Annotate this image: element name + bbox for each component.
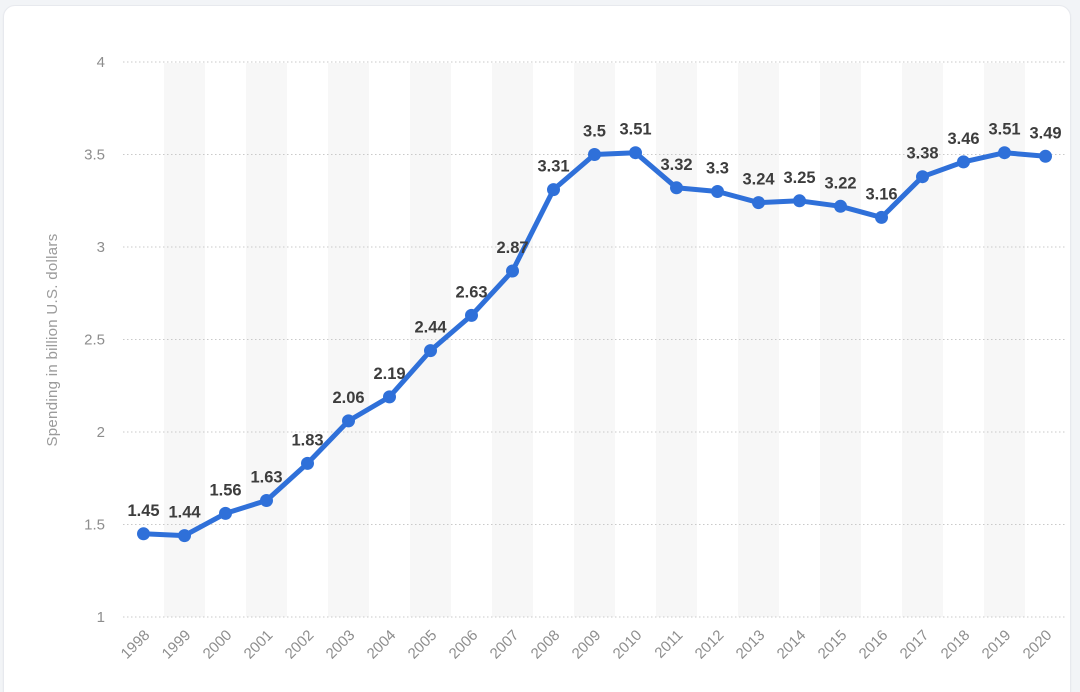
data-point[interactable] bbox=[219, 506, 232, 520]
gridlines bbox=[123, 61, 1066, 618]
x-axis-tick-label: 2011 bbox=[651, 627, 686, 662]
x-axis-tick-label: 2020 bbox=[1020, 627, 1056, 663]
data-point[interactable] bbox=[465, 308, 478, 322]
y-axis-tick-labels: 1 1.5 2 2.5 3 3.5 4 bbox=[84, 54, 105, 626]
data-point[interactable] bbox=[137, 527, 150, 541]
x-axis-tick-label: 1998 bbox=[118, 627, 154, 663]
data-point[interactable] bbox=[629, 146, 642, 160]
data-point-label: 2.63 bbox=[455, 283, 487, 301]
y-axis-tick-label: 2 bbox=[97, 424, 105, 441]
x-axis-tick-label: 2015 bbox=[815, 627, 851, 663]
x-axis-tick-label: 2012 bbox=[692, 627, 728, 663]
data-point-label: 3.51 bbox=[988, 121, 1020, 139]
data-point-label: 3.22 bbox=[824, 174, 856, 192]
y-axis-tick-label: 1.5 bbox=[84, 517, 105, 534]
data-point-label: 3.16 bbox=[865, 185, 897, 203]
data-point[interactable] bbox=[670, 181, 683, 195]
data-point-label: 3.3 bbox=[706, 160, 729, 178]
y-axis-tick-label: 4 bbox=[97, 54, 105, 71]
x-axis-tick-label: 2019 bbox=[979, 627, 1015, 663]
data-point[interactable] bbox=[998, 146, 1011, 160]
data-point-label: 3.51 bbox=[619, 121, 651, 139]
x-axis-tick-label: 1999 bbox=[159, 627, 195, 663]
data-point[interactable] bbox=[834, 199, 847, 213]
x-axis-tick-label: 2003 bbox=[323, 627, 359, 663]
data-point-label: 1.83 bbox=[291, 431, 323, 449]
data-point-label: 1.56 bbox=[209, 481, 241, 499]
data-point[interactable] bbox=[260, 494, 273, 507]
x-axis-tick-label: 2016 bbox=[856, 627, 892, 663]
data-point-label: 1.63 bbox=[250, 469, 282, 487]
x-axis-tick-label: 2017 bbox=[897, 627, 933, 663]
data-point-label: 3.46 bbox=[947, 130, 979, 148]
data-point[interactable] bbox=[752, 196, 765, 210]
x-axis-tick-label: 2002 bbox=[282, 627, 318, 663]
x-axis-tick-label: 2000 bbox=[200, 627, 236, 663]
data-point[interactable] bbox=[875, 210, 888, 224]
data-point-label: 2.06 bbox=[332, 389, 364, 407]
x-axis-tick-labels: 1998 1999 2000 2001 2002 2003 2004 2005 2006 2007… bbox=[118, 627, 1056, 663]
x-axis-tick-label: 2018 bbox=[938, 627, 974, 663]
data-point[interactable] bbox=[957, 155, 970, 169]
y-axis-tick-label: 2.5 bbox=[84, 332, 105, 349]
x-axis-tick-label: 2006 bbox=[446, 627, 482, 663]
data-point-label: 3.31 bbox=[537, 158, 569, 176]
data-point-label: 2.44 bbox=[414, 319, 447, 337]
data-point[interactable] bbox=[342, 414, 355, 428]
data-point-label: 1.45 bbox=[127, 502, 159, 520]
y-axis-tick-label: 3 bbox=[97, 239, 105, 256]
data-point[interactable] bbox=[916, 170, 929, 184]
data-point[interactable] bbox=[301, 456, 314, 470]
data-point-label: 3.38 bbox=[906, 145, 938, 163]
x-axis-tick-label: 2009 bbox=[569, 627, 605, 663]
data-point-labels: 1.45 1.44 1.56 1.63 1.83 2.06 2.19 2.44 2.63 2.87… bbox=[127, 121, 1061, 522]
x-axis-tick-label: 2013 bbox=[733, 627, 769, 663]
x-axis-tick-label: 2007 bbox=[487, 627, 523, 663]
x-axis-tick-label: 2014 bbox=[774, 627, 810, 663]
data-point-label: 2.19 bbox=[373, 365, 405, 383]
data-point[interactable] bbox=[793, 194, 806, 208]
line-series bbox=[137, 146, 1052, 543]
y-axis-title: Spending in billion U.S. dollars bbox=[44, 233, 61, 446]
data-point-label: 3.49 bbox=[1029, 124, 1061, 142]
data-point-label: 3.24 bbox=[742, 171, 775, 189]
data-point[interactable] bbox=[424, 344, 437, 358]
data-point[interactable] bbox=[506, 264, 519, 278]
data-point-label: 2.87 bbox=[496, 239, 528, 257]
x-axis-tick-label: 2001 bbox=[241, 627, 277, 663]
data-point[interactable] bbox=[588, 148, 601, 161]
data-point[interactable] bbox=[711, 185, 724, 198]
data-point[interactable] bbox=[547, 183, 560, 197]
data-point-label: 3.5 bbox=[583, 123, 606, 141]
x-axis-tick-label: 2005 bbox=[405, 627, 441, 663]
x-axis-tick-label: 2004 bbox=[364, 627, 400, 663]
data-point-label: 1.44 bbox=[168, 504, 201, 522]
data-point[interactable] bbox=[383, 390, 396, 404]
x-axis-tick-label: 2010 bbox=[610, 627, 646, 663]
data-point-label: 3.32 bbox=[660, 156, 692, 174]
data-point-label: 3.25 bbox=[783, 169, 815, 187]
x-axis-tick-label: 2008 bbox=[528, 627, 564, 663]
data-point[interactable] bbox=[1039, 149, 1052, 163]
y-axis-tick-label: 3.5 bbox=[84, 147, 105, 164]
y-axis-tick-label: 1 bbox=[97, 609, 105, 626]
data-point[interactable] bbox=[178, 529, 191, 543]
